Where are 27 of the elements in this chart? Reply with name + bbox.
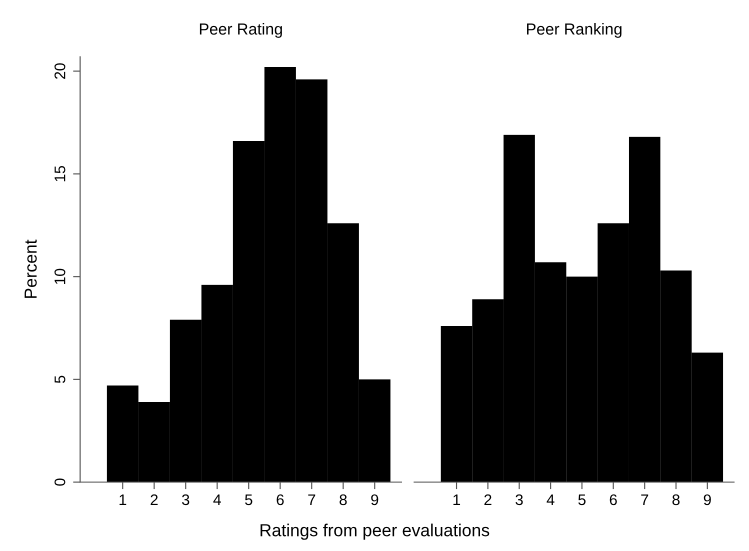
x-tick-label: 8: [340, 494, 347, 506]
x-tick-label: 8: [672, 494, 680, 506]
y-tick-label: 15: [54, 166, 66, 182]
y-tick-label: 10: [54, 268, 66, 284]
x-tick-label: 2: [484, 494, 492, 505]
x-tick-label: 3: [516, 494, 523, 506]
y-tick-label: 20: [54, 63, 66, 79]
chart-title: Peer Ranking: [527, 22, 622, 38]
y-tick-label: 5: [54, 376, 66, 384]
x-tick-label: 7: [308, 494, 316, 505]
x-tick-label: 5: [245, 494, 252, 506]
x-tick-label: 1: [120, 494, 126, 505]
x-tick-label: 7: [641, 494, 648, 505]
x-tick-label: 3: [182, 494, 190, 506]
x-tick-label: 6: [610, 494, 617, 506]
x-tick-label: 9: [371, 494, 378, 506]
x-tick-label: 4: [213, 494, 221, 505]
chart-title: Peer Rating: [200, 22, 282, 38]
y-tick-label: 0: [54, 478, 66, 486]
x-tick-label: 9: [704, 494, 711, 506]
x-axis-title: Ratings from peer evaluations: [260, 524, 490, 540]
x-tick-label: 4: [546, 494, 554, 505]
x-tick-label: 1: [453, 494, 460, 505]
x-tick-label: 2: [150, 494, 158, 505]
x-tick-label: 5: [578, 494, 586, 506]
y-axis-title: Percent: [24, 240, 37, 298]
x-tick-label: 6: [276, 494, 284, 506]
